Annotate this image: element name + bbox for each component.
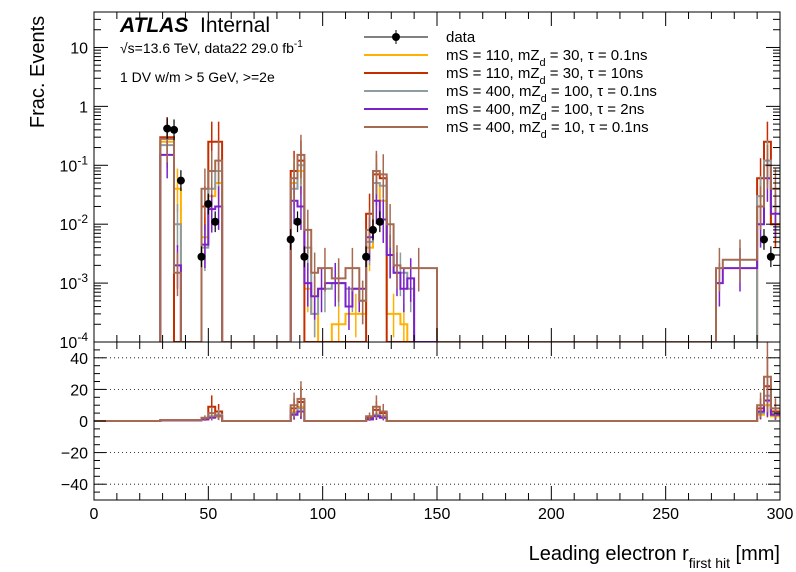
- x-tick-label: 200: [538, 506, 565, 523]
- ratio-panel-ticks: 40 20 0 −20 −40: [61, 341, 780, 501]
- y-tick-label: 10-1: [60, 153, 89, 175]
- data-point: [204, 200, 213, 209]
- y-tick-label: 10-4: [60, 330, 89, 352]
- legend-data-marker: [392, 33, 400, 41]
- x-axis-ticks: 0 50 100 150 200 250 300: [90, 12, 794, 523]
- ratio-y-tick-label: −40: [61, 477, 88, 494]
- ratio-series-5-line: [94, 375, 780, 422]
- y-tick-label: 10: [70, 40, 88, 57]
- x-tick-label: 0: [90, 506, 99, 523]
- ratio-y-tick-label: 20: [70, 382, 88, 399]
- legend-entry-label: mS = 400, mZd = 10, τ = 0.1ns: [446, 119, 649, 141]
- y-tick-label: 10-3: [60, 271, 89, 293]
- data-point: [375, 217, 384, 226]
- legend-entry-label: mS = 110, mZd = 30, τ = 0.1ns: [446, 47, 647, 69]
- x-tick-label: 250: [652, 506, 679, 523]
- ratio-y-tick-label: −20: [61, 446, 88, 463]
- data-point: [766, 252, 775, 261]
- energy-lumi-label: √s=13.6 TeV, data22 29.0 fb-1: [120, 39, 303, 56]
- ratio-y-tick-label: 0: [79, 414, 88, 431]
- data-point: [286, 235, 295, 244]
- top-panel-series: [159, 117, 780, 342]
- x-tick-label: 150: [424, 506, 451, 523]
- data-point: [163, 124, 172, 133]
- x-tick-label: 50: [199, 506, 217, 523]
- mc-series-5-line: [159, 137, 780, 342]
- ratio-panel-series: [94, 342, 780, 422]
- x-tick-label: 100: [309, 506, 336, 523]
- atlas-label: ATLAS: [119, 14, 188, 37]
- y-tick-label: 10-2: [60, 212, 89, 234]
- selection-label: 1 DV w/m > 5 GeV, >=2e: [120, 69, 275, 85]
- data-point: [368, 225, 377, 234]
- legend-entry-label: data: [446, 29, 476, 46]
- legend-entry-label: mS = 400, mZd = 100, τ = 0.1ns: [446, 83, 657, 105]
- data-point: [759, 235, 768, 244]
- data-point: [170, 125, 179, 134]
- data-point: [300, 252, 309, 261]
- ratio-y-tick-label: 40: [70, 351, 88, 368]
- legend-entry-label: mS = 110, mZd = 30, τ = 10ns: [446, 65, 643, 87]
- data-point: [197, 252, 206, 261]
- data-points: [163, 118, 775, 268]
- x-axis-label: Leading electron rfirst hit [mm]: [529, 543, 780, 571]
- data-point: [211, 217, 220, 226]
- x-tick-label: 300: [767, 506, 794, 523]
- mc-series-1-line: [159, 140, 780, 342]
- data-point: [176, 176, 185, 185]
- status-label: Internal: [200, 14, 270, 37]
- legend-entry-label: mS = 400, mZd = 100, τ = 2ns: [446, 101, 644, 123]
- y-axis-label: Frac. Events: [27, 16, 49, 128]
- data-point: [293, 217, 302, 226]
- y-tick-label: 1: [79, 99, 88, 116]
- data-point: [362, 252, 371, 261]
- top-panel-ticks: 10 1 10-1 10-2 10-3 10-4: [60, 11, 780, 352]
